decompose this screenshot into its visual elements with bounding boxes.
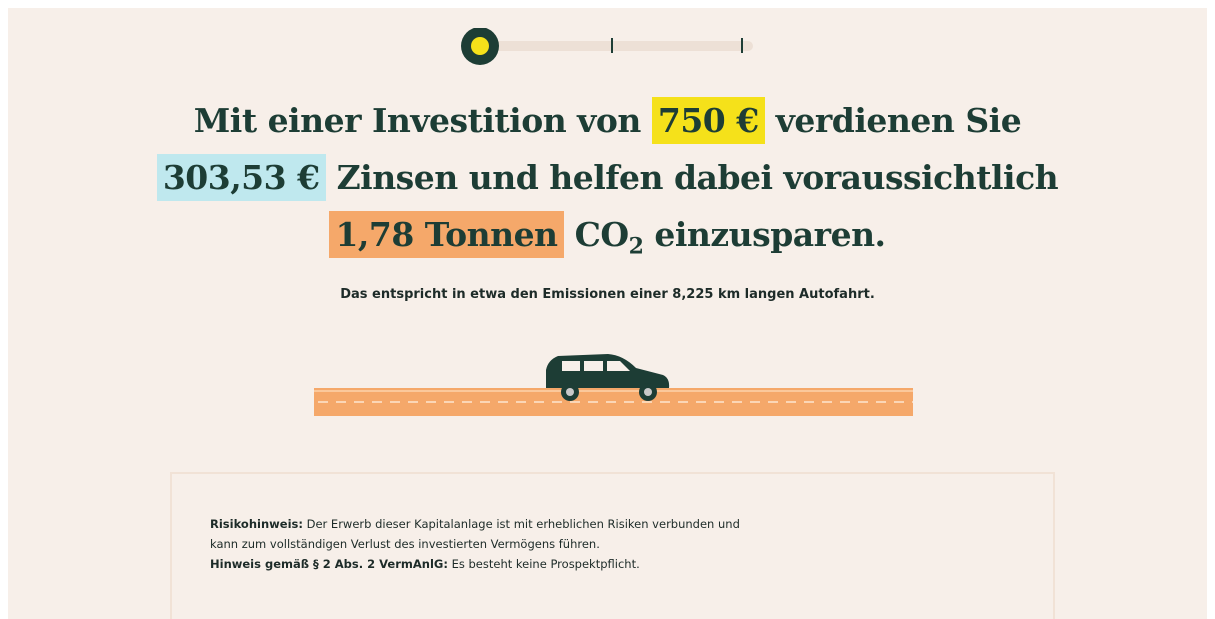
text: Zinsen und helfen dabei voraussichtlich — [337, 158, 1059, 197]
disclaimer-text: Risikohinweis: Der Erwerb dieser Kapital… — [210, 514, 770, 574]
investment-amount: 750 € — [652, 97, 765, 144]
label: Hinweis gemäß § 2 Abs. 2 VermAnlG: — [210, 557, 448, 571]
co2-amount: 1,78 Tonnen — [329, 211, 563, 258]
slider-handle-dot — [471, 37, 489, 55]
road-illustration — [308, 348, 918, 418]
progress-slider[interactable] — [460, 28, 760, 68]
headline-line: Mit einer Investition von 750 € verdiene… — [8, 92, 1207, 149]
headline: Mit einer Investition von 750 € verdiene… — [8, 92, 1207, 276]
page-body: Mit einer Investition von 750 € verdiene… — [0, 0, 1215, 619]
slider-track — [485, 41, 753, 51]
interest-amount: 303,53 € — [157, 154, 326, 201]
text: einzusparen. — [654, 215, 885, 254]
label: Risikohinweis: — [210, 517, 303, 531]
headline-line: 303,53 € Zinsen und helfen dabei vorauss… — [8, 149, 1207, 206]
text: Es besteht keine Prospektpflicht. — [452, 557, 640, 571]
headline-line: 1,78 Tonnen CO2 einzusparen. — [8, 206, 1207, 276]
subtitle: Das entspricht in etwa den Emissionen ei… — [8, 287, 1207, 302]
screen: Mit einer Investition von 750 € verdiene… — [8, 8, 1207, 619]
text: CO — [575, 215, 629, 254]
text: Mit einer Investition von — [194, 101, 641, 140]
disclaimer-box: Risikohinweis: Der Erwerb dieser Kapital… — [170, 472, 1055, 619]
text: verdienen Sie — [776, 101, 1022, 140]
subscript: 2 — [629, 234, 644, 260]
